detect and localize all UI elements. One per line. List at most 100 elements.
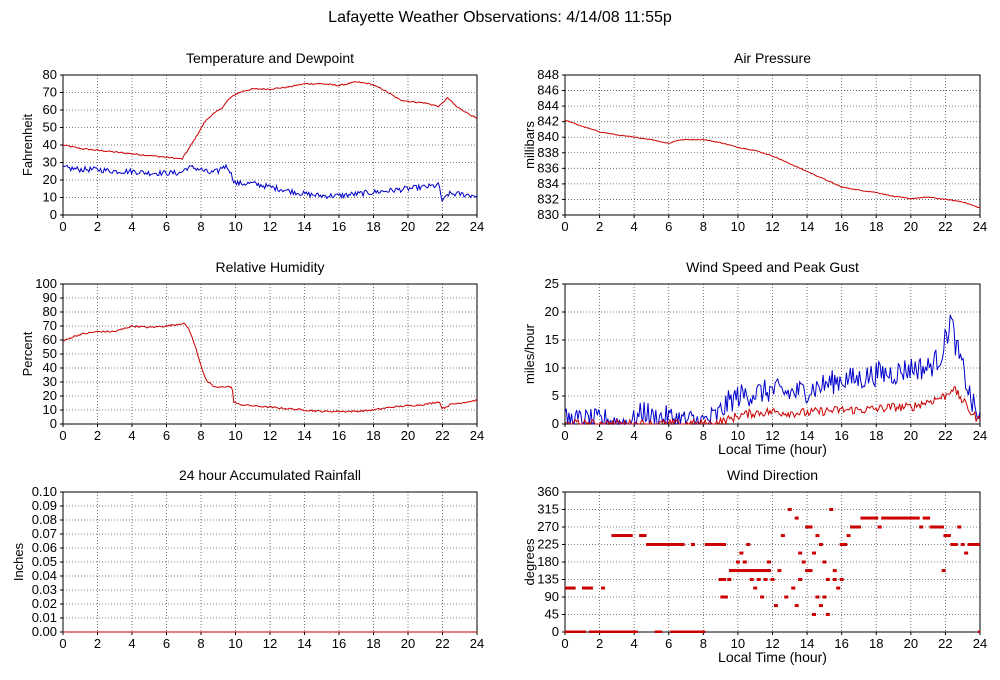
y-tick-label: 842 <box>537 114 559 129</box>
x-tick-label: 14 <box>297 428 311 443</box>
data-point <box>822 595 827 599</box>
data-point <box>780 534 785 538</box>
x-tick-label: 0 <box>59 219 66 234</box>
data-point <box>601 586 606 590</box>
x-tick-label: 10 <box>731 636 745 651</box>
data-point <box>723 595 728 599</box>
data-point <box>805 525 810 529</box>
data-point <box>673 630 678 633</box>
y-tick-label: 0.05 <box>32 554 57 569</box>
data-point <box>974 543 979 546</box>
x-tick-label: 22 <box>938 219 952 234</box>
y-tick-label: 840 <box>537 129 559 144</box>
data-point <box>798 578 803 581</box>
x-tick-label: 12 <box>263 636 277 651</box>
data-point <box>571 586 576 590</box>
y-tick-label: 0.00 <box>32 624 57 639</box>
x-tick-label: 18 <box>869 636 883 651</box>
data-point <box>860 516 865 520</box>
x-tick-label: 14 <box>800 219 814 234</box>
data-point <box>621 534 626 538</box>
x-tick-label: 16 <box>834 219 848 234</box>
y-axis-label: millibars <box>522 121 537 169</box>
series-points <box>565 508 980 633</box>
x-tick-label: 0 <box>561 428 568 443</box>
x-tick-label: 0 <box>561 219 568 234</box>
data-point <box>704 543 709 546</box>
data-point <box>680 630 685 633</box>
data-point <box>732 569 737 573</box>
data-point <box>588 630 593 633</box>
x-tick-label: 12 <box>263 428 277 443</box>
data-point <box>578 630 583 633</box>
data-point <box>677 543 682 546</box>
data-point <box>568 630 573 633</box>
data-point <box>839 543 844 546</box>
x-tick-label: 6 <box>665 219 672 234</box>
x-tick-label: 10 <box>228 428 242 443</box>
data-point <box>787 508 792 511</box>
data-point <box>964 551 969 555</box>
y-tick-label: 0 <box>50 207 57 222</box>
x-tick-label: 24 <box>973 428 987 443</box>
data-point <box>777 569 782 573</box>
data-point <box>846 534 851 538</box>
data-point <box>722 578 727 581</box>
data-point <box>929 525 934 529</box>
y-axis-label: Inches <box>11 542 26 581</box>
data-point <box>939 525 944 529</box>
x-tick-label: 22 <box>435 636 449 651</box>
x-axis-label: Local Time (hour) <box>718 649 827 665</box>
data-point <box>609 630 614 633</box>
data-point <box>711 543 716 546</box>
data-point <box>582 586 587 590</box>
data-point <box>654 630 659 633</box>
data-point <box>753 586 758 590</box>
data-point <box>735 560 740 564</box>
data-point <box>815 595 820 599</box>
data-point <box>565 630 569 633</box>
y-tick-label: 838 <box>537 145 559 160</box>
x-tick-label: 20 <box>401 636 415 651</box>
data-point <box>749 578 754 581</box>
data-point <box>978 630 980 633</box>
data-point <box>595 630 600 633</box>
data-point <box>912 516 917 520</box>
data-point <box>919 525 924 529</box>
data-point <box>568 586 573 590</box>
y-tick-label: 844 <box>537 98 559 113</box>
data-point <box>818 604 823 608</box>
y-tick-label: 0 <box>552 624 559 639</box>
data-point <box>808 525 813 529</box>
x-tick-label: 18 <box>366 219 380 234</box>
x-tick-label: 16 <box>834 636 848 651</box>
series-line-1 <box>565 119 980 209</box>
data-point <box>626 630 631 633</box>
data-point <box>891 516 896 520</box>
x-tick-label: 4 <box>631 219 638 234</box>
y-tick-label: 0 <box>552 416 559 431</box>
data-point <box>718 578 723 581</box>
x-tick-label: 2 <box>596 636 603 651</box>
data-point <box>739 569 744 573</box>
x-tick-label: 8 <box>700 636 707 651</box>
data-point <box>690 630 695 633</box>
chart-title: Air Pressure <box>734 50 811 66</box>
data-point <box>905 516 910 520</box>
x-tick-label: 24 <box>973 219 987 234</box>
data-point <box>832 569 837 573</box>
x-tick-label: 20 <box>401 219 415 234</box>
y-axis-label: miles/hour <box>522 323 537 384</box>
data-point <box>767 569 772 573</box>
y-tick-label: 834 <box>537 176 559 191</box>
x-tick-label: 14 <box>800 428 814 443</box>
data-point <box>763 569 768 573</box>
x-tick-label: 10 <box>228 636 242 651</box>
y-tick-label: 846 <box>537 83 559 98</box>
data-point <box>606 630 611 633</box>
data-point <box>770 578 775 581</box>
data-point <box>839 578 844 581</box>
y-tick-label: 832 <box>537 191 559 206</box>
